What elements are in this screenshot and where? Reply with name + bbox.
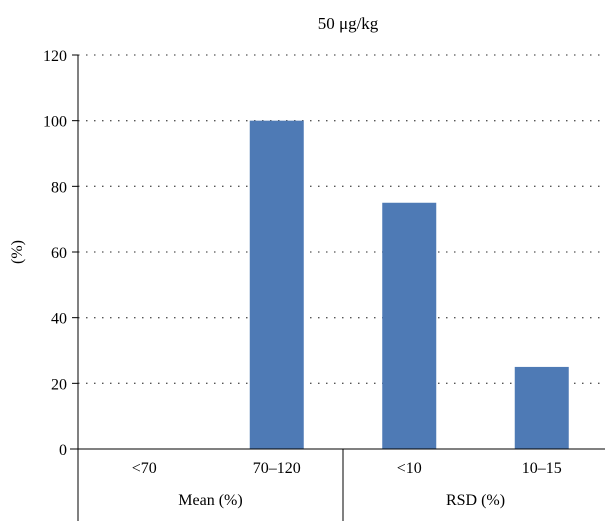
bar (249, 120, 304, 450)
x-group-label: Mean (%) (178, 492, 242, 509)
x-tick-label: <10 (397, 460, 422, 477)
y-tick-labels: 0 20 40 60 80 100 120 (43, 48, 67, 459)
y-tick-label: 120 (43, 48, 67, 65)
y-tick-label: 40 (51, 311, 67, 328)
y-tick-label: 60 (51, 245, 67, 262)
y-axis-label: (%) (9, 240, 26, 264)
chart-title: 50 μg/kg (318, 14, 379, 33)
x-tick-label: 10–15 (522, 460, 562, 477)
bar (514, 366, 569, 449)
y-tick-label: 100 (43, 114, 67, 131)
y-tick-label: 20 (51, 376, 67, 393)
y-tick-label: 80 (51, 179, 67, 196)
bar (382, 202, 437, 449)
x-group-label: RSD (%) (446, 492, 505, 509)
gridlines (78, 54, 605, 384)
y-tick-label: 0 (59, 442, 67, 459)
axes (70, 54, 605, 521)
bars (249, 120, 569, 450)
x-tick-label: 70–120 (253, 460, 301, 477)
x-category-labels: <70 70–120 <10 10–15 (132, 460, 562, 477)
x-tick-label: <70 (132, 460, 157, 477)
x-group-labels: Mean (%) RSD (%) (178, 492, 505, 509)
